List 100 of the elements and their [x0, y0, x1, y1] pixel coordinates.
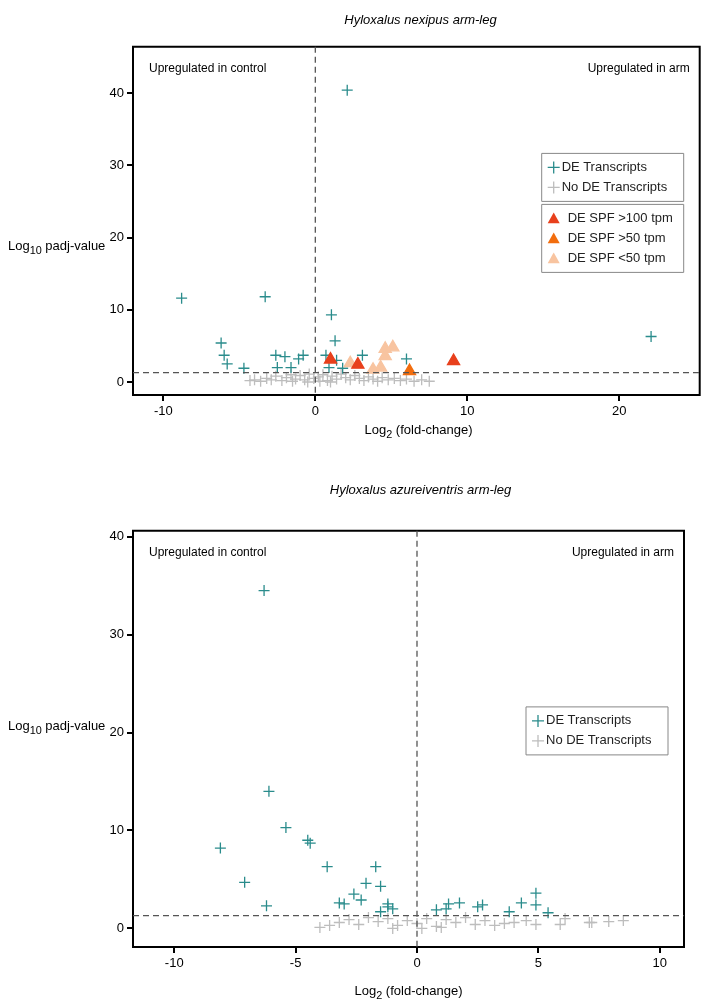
point: [376, 371, 389, 384]
y-tick-label: 40: [109, 84, 124, 100]
point: [420, 912, 433, 925]
point: [265, 373, 278, 386]
point: [313, 921, 327, 934]
y-tick-label: 10: [109, 822, 124, 838]
point: [382, 373, 395, 386]
point: [381, 912, 395, 925]
point: [243, 374, 257, 387]
y-tick-label: 40: [109, 528, 124, 544]
y-tick-label: 0: [116, 919, 124, 935]
point: [262, 785, 276, 798]
point: [338, 897, 351, 911]
point: [469, 918, 482, 931]
point: [342, 913, 356, 926]
point: [529, 886, 543, 900]
point: [388, 372, 401, 385]
x-tick-label: 5: [534, 955, 542, 971]
point: [476, 898, 489, 912]
point: [279, 821, 293, 834]
point: [442, 897, 455, 911]
point: [394, 374, 407, 387]
point: [352, 918, 365, 931]
y-tick-label: 10: [109, 301, 124, 317]
point: [554, 918, 567, 931]
point: [478, 914, 492, 927]
point: [237, 362, 251, 375]
point: [328, 334, 342, 347]
point: [423, 375, 436, 388]
point: [498, 917, 511, 930]
x-tick-label: -5: [289, 955, 302, 971]
point: [260, 372, 273, 385]
point: [254, 375, 267, 388]
y-axis-title: Log$_{10}$ padj-value: [8, 238, 106, 256]
point: [175, 292, 188, 305]
point: [214, 841, 227, 855]
point: [284, 361, 298, 374]
legend-label: DE Transcripts: [546, 712, 632, 728]
legend-label: DE SPF >50 tpm: [567, 229, 666, 245]
point: [644, 330, 658, 343]
legend-label: No DE Transcripts: [561, 178, 668, 194]
point: [333, 896, 346, 910]
annotation: Upregulated in control: [149, 545, 267, 560]
point: [257, 584, 271, 597]
point: [297, 349, 310, 362]
point: [221, 357, 234, 371]
y-tick-label: 20: [109, 724, 124, 740]
point: [260, 899, 273, 913]
point: [515, 896, 528, 910]
x-tick-label: -10: [153, 403, 173, 419]
annotation: Upregulated in control: [149, 61, 267, 76]
point: [400, 352, 413, 366]
point: [335, 367, 348, 381]
point: [488, 919, 501, 932]
point: [351, 357, 365, 369]
y-tick-label: 30: [109, 626, 124, 642]
legend-label: DE Transcripts: [561, 158, 648, 174]
point: [407, 375, 421, 388]
point: [278, 350, 292, 363]
point: [321, 860, 334, 873]
point: [356, 349, 369, 362]
point: [372, 915, 385, 928]
point: [446, 353, 461, 366]
x-tick-label: 20: [611, 403, 627, 419]
legend-label: No DE Transcripts: [546, 732, 652, 748]
x-tick-label: 10: [652, 955, 667, 971]
point: [269, 349, 282, 362]
point: [503, 905, 516, 918]
x-tick-label: 10: [460, 403, 475, 419]
point: [333, 916, 346, 929]
point: [453, 896, 466, 910]
annotation: Upregulated in arm: [571, 545, 674, 560]
point: [529, 918, 543, 931]
point: [439, 902, 453, 915]
x-tick-label: 0: [311, 403, 319, 419]
point: [435, 921, 448, 934]
y-axis-title: Log$_{10}$ padj-value: [8, 718, 106, 736]
annotation: Upregulated in arm: [587, 61, 690, 76]
y-tick-label: 30: [109, 156, 124, 172]
y-tick-label: 20: [109, 229, 124, 245]
point: [529, 898, 543, 912]
point: [386, 339, 400, 352]
point: [214, 336, 228, 350]
point: [386, 922, 399, 935]
point: [357, 374, 371, 387]
chart-title: Hyloxalus azureiventris arm-leg: [328, 482, 513, 497]
point: [602, 915, 615, 928]
point: [292, 352, 305, 366]
point: [449, 916, 462, 929]
point: [439, 913, 453, 926]
x-axis-title: Log$_{2}$ (fold-change): [353, 983, 464, 1001]
point: [617, 914, 630, 927]
point: [322, 361, 336, 374]
point: [303, 367, 316, 381]
point: [359, 877, 373, 890]
point: [471, 900, 484, 913]
x-tick-label: -10: [164, 955, 184, 971]
chart-title: Hyloxalus nexipus arm-leg: [343, 12, 498, 27]
legend-label: DE SPF >100 tpm: [567, 209, 673, 225]
point: [323, 919, 336, 932]
